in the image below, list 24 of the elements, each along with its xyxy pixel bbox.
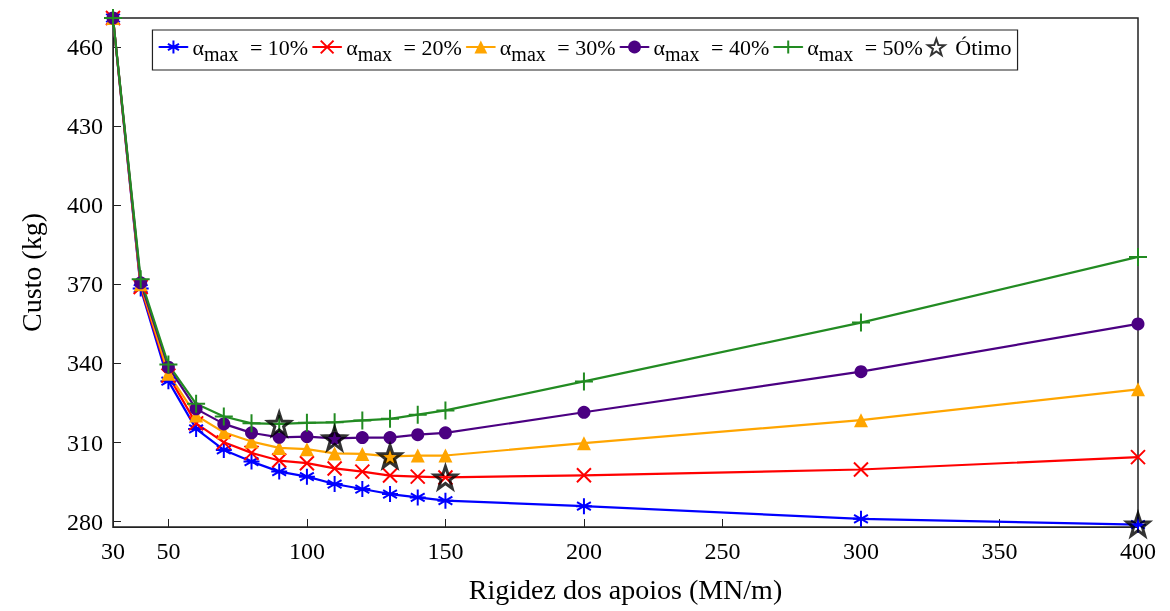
x-tick-label: 50 <box>156 538 181 564</box>
y-tick-label: 370 <box>67 271 103 298</box>
y-tick-label: 430 <box>67 113 103 140</box>
x-tick-label: 150 <box>427 538 464 564</box>
y-tick-label: 460 <box>67 34 103 61</box>
x-tick-label: 30 <box>101 538 125 564</box>
legend-label: Ótimo <box>955 34 1012 60</box>
legend-label: αmax = 10% <box>192 34 309 65</box>
x-tick-label: 200 <box>565 538 602 564</box>
legend-label: αmax = 50% <box>807 34 923 65</box>
y-tick-label: 400 <box>67 192 103 219</box>
x-tick-label: 100 <box>288 538 325 564</box>
legend-label: αmax = 40% <box>653 34 770 65</box>
x-tick-label: 400 <box>1120 538 1156 564</box>
y-tick-label: 340 <box>67 350 103 377</box>
x-tick-label: 300 <box>842 538 879 564</box>
legend-label: αmax = 20% <box>346 34 462 65</box>
y-axis-title: Custo (kg) <box>15 213 47 332</box>
legend-label: αmax = 30% <box>499 34 616 65</box>
x-tick-label: 350 <box>981 538 1018 564</box>
x-tick-label: 250 <box>704 538 741 564</box>
x-axis-title: Rigidez dos apoios (MN/m) <box>468 573 783 605</box>
y-tick-label: 310 <box>67 429 103 456</box>
y-tick-label: 280 <box>67 508 103 535</box>
